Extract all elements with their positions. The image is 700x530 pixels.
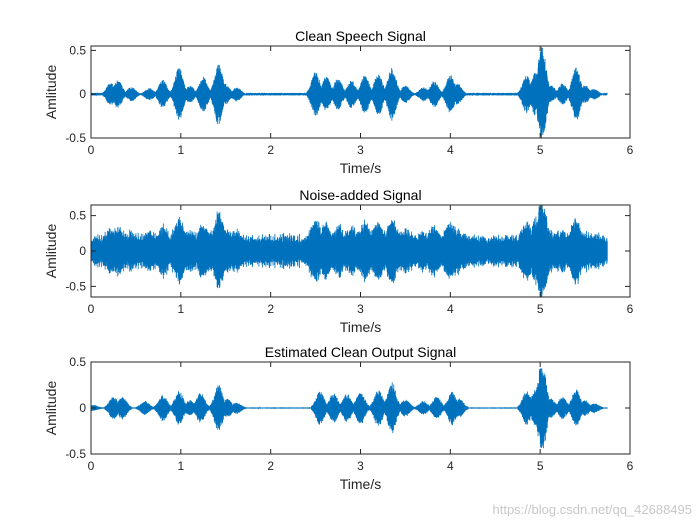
y-tick-label: 0 (79, 244, 86, 258)
x-tick-label: 1 (177, 459, 184, 473)
x-tick-label: 3 (357, 143, 364, 157)
x-axis-label: Time/s (340, 319, 381, 335)
x-tick-label: 3 (357, 459, 364, 473)
y-tick-label: 0 (79, 87, 86, 101)
y-tick-label: 0.5 (69, 355, 86, 369)
x-tick-label: 0 (88, 302, 95, 316)
x-axis-label: Time/s (340, 160, 381, 176)
y-axis-label: Amlitude (43, 381, 59, 436)
x-tick-label: 1 (177, 302, 184, 316)
x-tick-label: 0 (88, 143, 95, 157)
x-tick-label: 5 (537, 143, 544, 157)
x-tick-label: 3 (357, 302, 364, 316)
chart-title: Noise-added Signal (299, 187, 421, 203)
x-tick-label: 4 (447, 143, 454, 157)
x-tick-label: 5 (537, 302, 544, 316)
y-tick-label: 0.5 (69, 43, 86, 57)
x-tick-label: 6 (627, 143, 634, 157)
waveform-series (91, 46, 608, 138)
x-tick-label: 6 (627, 459, 634, 473)
x-tick-label: 6 (627, 302, 634, 316)
x-tick-label: 4 (447, 459, 454, 473)
chart-title: Clean Speech Signal (295, 28, 426, 44)
waveform-series (91, 368, 608, 449)
y-tick-label: -0.5 (65, 279, 86, 293)
y-tick-label: 0 (79, 401, 86, 415)
x-tick-label: 5 (537, 459, 544, 473)
y-axis-label: Amlitude (43, 65, 59, 120)
y-tick-label: -0.5 (65, 131, 86, 145)
x-tick-label: 1 (177, 143, 184, 157)
x-tick-label: 2 (267, 143, 274, 157)
x-tick-label: 2 (267, 302, 274, 316)
y-tick-label: -0.5 (65, 447, 86, 461)
x-axis-label: Time/s (340, 476, 381, 492)
y-tick-label: 0.5 (69, 209, 86, 223)
y-axis-label: Amlitude (43, 224, 59, 279)
x-tick-label: 0 (88, 459, 95, 473)
x-tick-label: 2 (267, 459, 274, 473)
x-tick-label: 4 (447, 302, 454, 316)
chart-title: Estimated Clean Output Signal (265, 344, 456, 360)
waveform-series (91, 205, 608, 297)
watermark: https://blog.csdn.net/qq_42688495 (492, 502, 693, 517)
